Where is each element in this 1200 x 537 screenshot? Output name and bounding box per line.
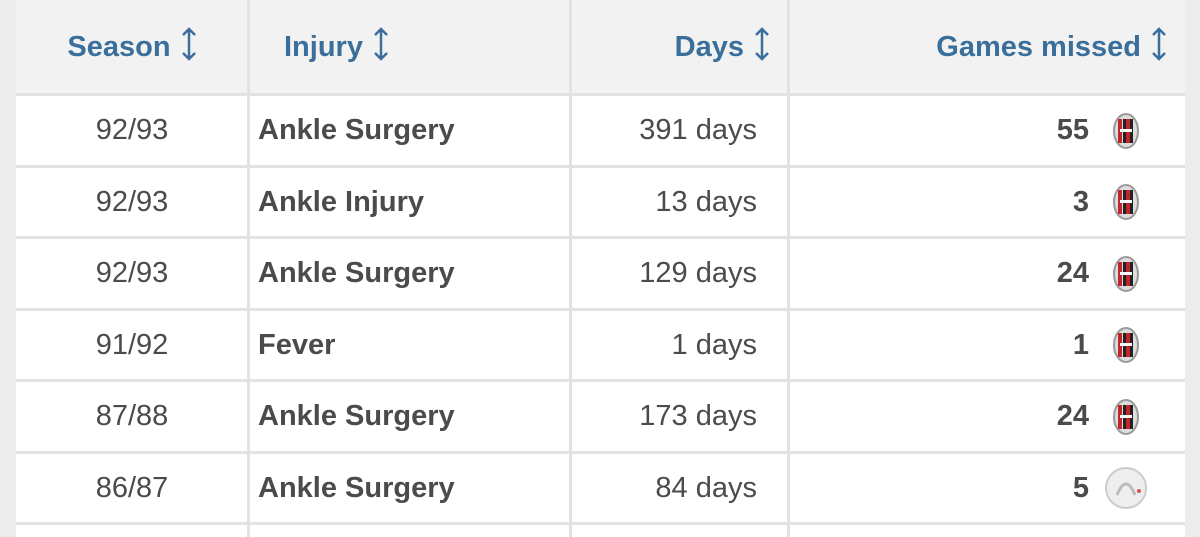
- season-cell: 91/92: [95, 328, 169, 361]
- games-missed-value: 3: [1072, 185, 1089, 218]
- club-logo: [1113, 112, 1139, 149]
- club-logo: [1105, 467, 1147, 510]
- injury-cell: Ankle Surgery: [258, 257, 455, 290]
- column-header-label: Days: [674, 31, 744, 63]
- games-missed-cell: 3: [788, 167, 1185, 239]
- sort-arrow[interactable]: [1151, 26, 1167, 69]
- sort-arrow[interactable]: [181, 26, 197, 69]
- row-divider: [16, 307, 1185, 311]
- row-divider: [16, 236, 1185, 239]
- injury-cell: Ankle Surgery: [258, 471, 455, 504]
- season-cell: 92/93: [95, 114, 169, 147]
- column-divider: [569, 0, 572, 537]
- column-header-label: Games missed: [936, 31, 1141, 63]
- club-logo-wrap: [1101, 325, 1151, 365]
- row-divider: [16, 450, 1185, 454]
- injury-table: Season Injury Days Games missed 92/93 Ankle S…: [16, 0, 1185, 537]
- club-logo-wrap: [1101, 465, 1151, 511]
- games-missed-cell: 55: [788, 95, 1185, 167]
- season-cell: 86/87: [95, 471, 169, 504]
- column-header[interactable]: Days: [570, 0, 788, 95]
- games-missed-cell: 24: [788, 238, 1185, 310]
- season-cell: 92/93: [95, 185, 169, 218]
- column-header[interactable]: Games missed: [788, 0, 1185, 95]
- club-logo: [1113, 255, 1139, 292]
- games-missed-value: 5: [1072, 471, 1089, 504]
- row-divider: [16, 379, 1185, 382]
- sort-arrow[interactable]: [373, 26, 389, 69]
- column-header[interactable]: Injury: [248, 0, 570, 95]
- club-logo-wrap: [1101, 111, 1151, 151]
- season-cell: 92/93: [95, 257, 169, 290]
- column-divider: [787, 0, 790, 537]
- days-cell: 84 days: [655, 471, 757, 504]
- column-header[interactable]: Season: [16, 0, 248, 95]
- games-missed-value: 55: [1056, 114, 1089, 147]
- sort-icon: [181, 26, 196, 61]
- injury-cell: Ankle Surgery: [258, 400, 455, 433]
- games-missed-cell: 1: [788, 310, 1185, 382]
- club-logo: [1113, 327, 1139, 364]
- injury-cell: Ankle Injury: [258, 185, 424, 218]
- column-header-label: Season: [67, 31, 171, 63]
- days-cell: 173 days: [639, 400, 757, 433]
- club-logo-wrap: [1101, 397, 1151, 437]
- injury-cell: Fever: [258, 328, 336, 361]
- sort-icon: [374, 26, 388, 61]
- days-cell: 129 days: [639, 257, 757, 290]
- club-logo: [1113, 398, 1139, 435]
- days-cell: 391 days: [639, 114, 757, 147]
- games-missed-cell: 5: [788, 453, 1185, 525]
- season-cell: 87/88: [95, 400, 169, 433]
- games-missed-value: 24: [1056, 400, 1089, 433]
- sort-icon: [1152, 26, 1166, 61]
- days-cell: 1 days: [671, 328, 757, 361]
- column-header-label: Injury: [284, 31, 363, 63]
- days-cell: 13 days: [655, 185, 757, 218]
- injury-cell: Ankle Surgery: [258, 114, 455, 147]
- row-divider: [16, 93, 1185, 96]
- games-missed-value: 1: [1072, 328, 1089, 361]
- column-divider: [247, 0, 250, 537]
- sort-arrow[interactable]: [754, 26, 770, 69]
- club-logo: [1113, 184, 1139, 221]
- sort-icon: [755, 26, 769, 61]
- club-logo-wrap: [1101, 254, 1151, 294]
- row-divider: [16, 164, 1185, 168]
- row-divider: [16, 522, 1185, 525]
- club-logo-wrap: [1101, 182, 1151, 222]
- games-missed-cell: 24: [788, 381, 1185, 453]
- games-missed-value: 24: [1056, 257, 1089, 290]
